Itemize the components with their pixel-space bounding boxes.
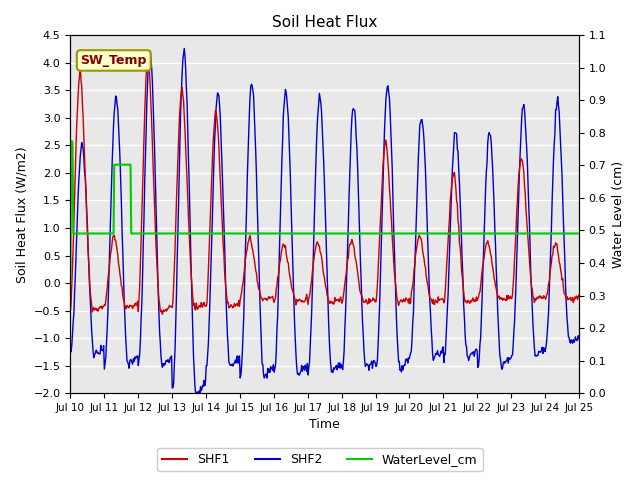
Y-axis label: Water Level (cm): Water Level (cm): [612, 161, 625, 268]
X-axis label: Time: Time: [309, 419, 340, 432]
Text: SW_Temp: SW_Temp: [81, 54, 147, 67]
Title: Soil Heat Flux: Soil Heat Flux: [272, 15, 378, 30]
Y-axis label: Soil Heat Flux (W/m2): Soil Heat Flux (W/m2): [15, 146, 28, 283]
Legend: SHF1, SHF2, WaterLevel_cm: SHF1, SHF2, WaterLevel_cm: [157, 448, 483, 471]
